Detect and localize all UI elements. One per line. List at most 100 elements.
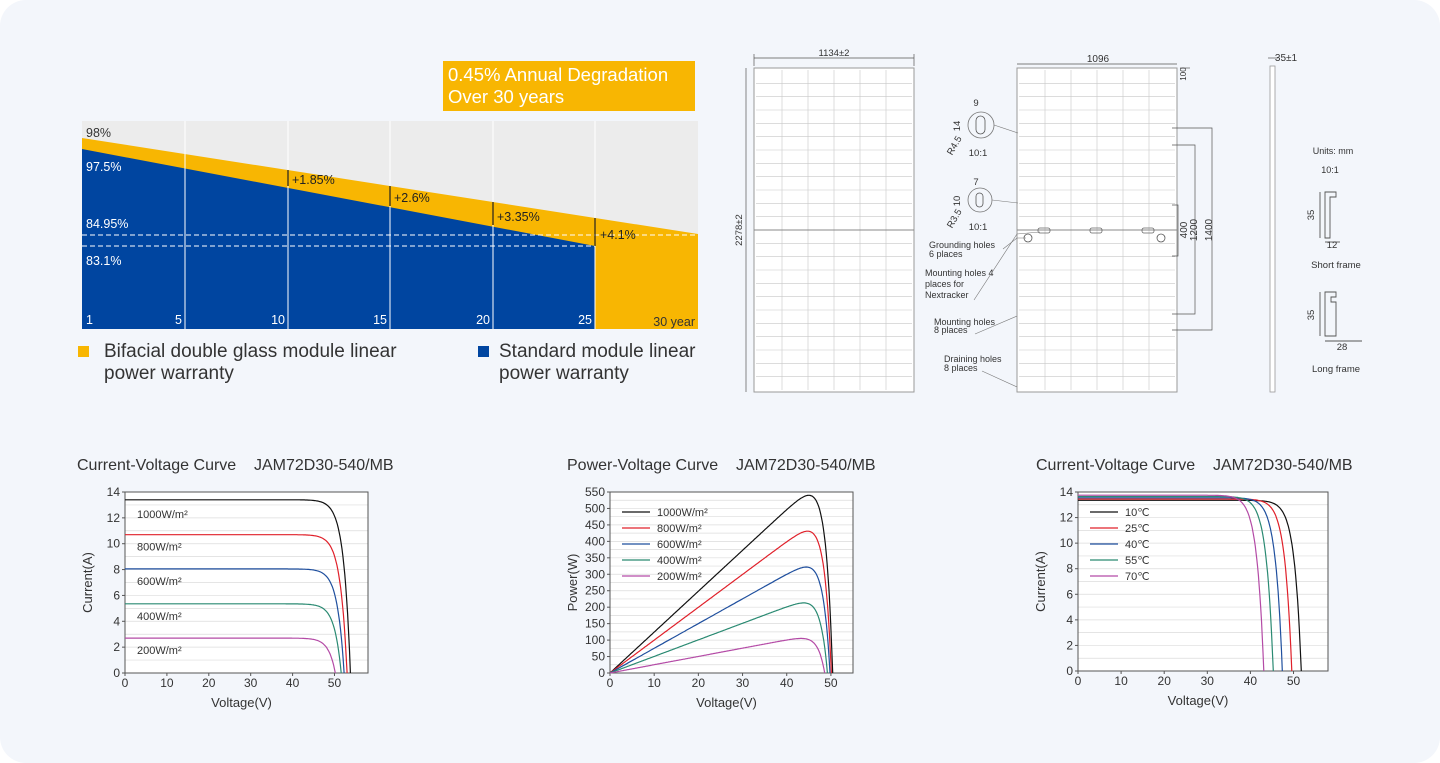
y-axis-label: Current(A) bbox=[80, 552, 95, 613]
legend-bifacial-line1: Bifacial double glass module linear bbox=[104, 341, 397, 362]
gain-25y: +4.1% bbox=[600, 228, 636, 242]
x-tick-label: 20 bbox=[1158, 674, 1172, 688]
short-frame-width: 12 bbox=[1327, 240, 1338, 251]
y-tick-label: 500 bbox=[585, 501, 605, 515]
module-technical-drawing: 1134±2 2278±2 1096 100 400 12 bbox=[734, 48, 1362, 393]
units-label: Units: mm bbox=[1313, 146, 1354, 156]
x-tick-label: 20 bbox=[202, 676, 216, 690]
mounting-nextracker-line2: places for bbox=[925, 279, 964, 289]
detail1-height: 14 bbox=[952, 121, 963, 132]
label-98: 98% bbox=[86, 126, 111, 140]
series-line-2 bbox=[125, 568, 345, 674]
x-tick-label: 0 bbox=[122, 676, 129, 690]
series-line-4 bbox=[609, 637, 826, 674]
warranty-chart: 0.45% Annual Degradation Over 30 years 9… bbox=[82, 61, 698, 329]
plot-frame bbox=[609, 491, 854, 674]
y-tick-label: 10 bbox=[1060, 536, 1074, 550]
detail2-scale: 10:1 bbox=[969, 222, 988, 233]
y-tick-label: 4 bbox=[113, 614, 120, 628]
detail1-radius: R4.5 bbox=[945, 134, 965, 157]
y-tick-label: 6 bbox=[113, 588, 120, 602]
series-line-0 bbox=[125, 499, 351, 674]
series-label-1: 800W/m² bbox=[137, 542, 182, 554]
y-tick-label: 12 bbox=[107, 511, 121, 525]
rear-width-dim: 1096 bbox=[1087, 54, 1110, 65]
thickness-dim: 35±1 bbox=[1275, 53, 1298, 64]
series-label-0: 1000W/m² bbox=[137, 509, 188, 521]
detail1-width: 9 bbox=[973, 98, 978, 109]
short-frame-profile bbox=[1319, 191, 1340, 243]
legend-label-3: 400W/m² bbox=[657, 555, 702, 567]
mounting-nextracker-line1: Mounting holes 4 bbox=[925, 268, 994, 278]
front-width-dim: 1134±2 bbox=[819, 48, 850, 59]
series-line-1 bbox=[125, 534, 348, 674]
x-tick-label: 30 bbox=[244, 676, 258, 690]
x-tick-label: 50 bbox=[824, 676, 838, 690]
detail2-width: 7 bbox=[973, 177, 978, 188]
x-tick-label: 40 bbox=[780, 676, 794, 690]
label-83-1: 83.1% bbox=[86, 254, 121, 268]
x-tick-label: 50 bbox=[328, 676, 342, 690]
plot-frame bbox=[1077, 491, 1329, 672]
iv-irradiance-title: Current-Voltage Curve JAM72D30-540/MB bbox=[77, 457, 394, 474]
legend-label-4: 200W/m² bbox=[657, 571, 702, 583]
legend-bifacial-swatch bbox=[78, 346, 89, 357]
gain-10y: +1.85% bbox=[292, 173, 335, 187]
y-tick-label: 14 bbox=[1060, 485, 1074, 499]
legend-standard-swatch bbox=[478, 346, 489, 357]
callout-leaders bbox=[973, 231, 1041, 388]
x-tick-label: 10 bbox=[648, 676, 662, 690]
short-frame-label: Short frame bbox=[1311, 260, 1361, 271]
mounting-holes-line2: 8 places bbox=[934, 325, 968, 335]
y-tick-label: 400 bbox=[585, 534, 605, 548]
label-97-5: 97.5% bbox=[86, 160, 121, 174]
detail2-height: 10 bbox=[952, 196, 963, 207]
legend-standard-line2: power warranty bbox=[499, 363, 629, 384]
series-line-2 bbox=[609, 566, 831, 674]
warranty-banner-line2: Over 30 years bbox=[448, 86, 564, 107]
pv-irradiance-title: Power-Voltage Curve JAM72D30-540/MB bbox=[567, 457, 876, 474]
long-frame-height: 35 bbox=[1306, 310, 1317, 321]
y-tick-label: 450 bbox=[585, 518, 605, 532]
series-line-1 bbox=[1078, 498, 1293, 672]
x-axis-label: Voltage(V) bbox=[211, 695, 272, 710]
callout-labels: Grounding holes 6 places Mounting holes … bbox=[925, 240, 1002, 373]
x-tick-label: 30 bbox=[1201, 674, 1215, 688]
legend-label-1: 25℃ bbox=[1125, 523, 1150, 535]
y-tick-label: 6 bbox=[1066, 587, 1073, 601]
legend-label-0: 1000W/m² bbox=[657, 507, 708, 519]
hole-detail-1: 9 14 R4.5 10:1 bbox=[945, 98, 1019, 159]
series-line-1 bbox=[609, 530, 832, 674]
y-tick-label: 4 bbox=[1066, 613, 1073, 627]
x-tick-label: 50 bbox=[1287, 674, 1301, 688]
x-tick-label: 0 bbox=[607, 676, 614, 690]
series-line-3 bbox=[609, 602, 828, 674]
legend-standard-line1: Standard module linear bbox=[499, 341, 696, 362]
detail2-radius: R3.5 bbox=[945, 207, 965, 230]
iv-temperature-title: Current-Voltage Curve JAM72D30-540/MB bbox=[1036, 457, 1353, 474]
y-tick-label: 300 bbox=[585, 567, 605, 581]
mounting-nextracker-line3: Nextracker bbox=[925, 290, 969, 300]
gain-15y: +2.6% bbox=[394, 191, 430, 205]
legend-label-3: 55℃ bbox=[1125, 555, 1150, 567]
y-tick-label: 0 bbox=[113, 666, 120, 680]
y-axis-label: Current(A) bbox=[1033, 551, 1048, 612]
y-tick-label: 350 bbox=[585, 551, 605, 565]
rear-view: 1096 100 400 1200 1400 bbox=[1016, 54, 1215, 393]
dim-400: 400 bbox=[1179, 221, 1190, 238]
warranty-gain-markers bbox=[287, 170, 596, 246]
legend-label-2: 40℃ bbox=[1125, 539, 1150, 551]
x-tick-label: 0 bbox=[1075, 674, 1082, 688]
front-height-dim: 2278±2 bbox=[734, 214, 745, 246]
series-line-4 bbox=[125, 637, 336, 674]
x-axis-label: Voltage(V) bbox=[1168, 693, 1229, 708]
dim-1400: 1400 bbox=[1204, 218, 1215, 241]
grounding-holes-line1: Grounding holes bbox=[929, 240, 996, 250]
x-tick-20: 20 bbox=[476, 313, 490, 327]
long-frame-label: Long frame bbox=[1312, 364, 1360, 375]
x-tick-5: 5 bbox=[175, 313, 182, 327]
draining-holes-line2: 8 places bbox=[944, 363, 978, 373]
series-label-2: 600W/m² bbox=[137, 576, 182, 588]
